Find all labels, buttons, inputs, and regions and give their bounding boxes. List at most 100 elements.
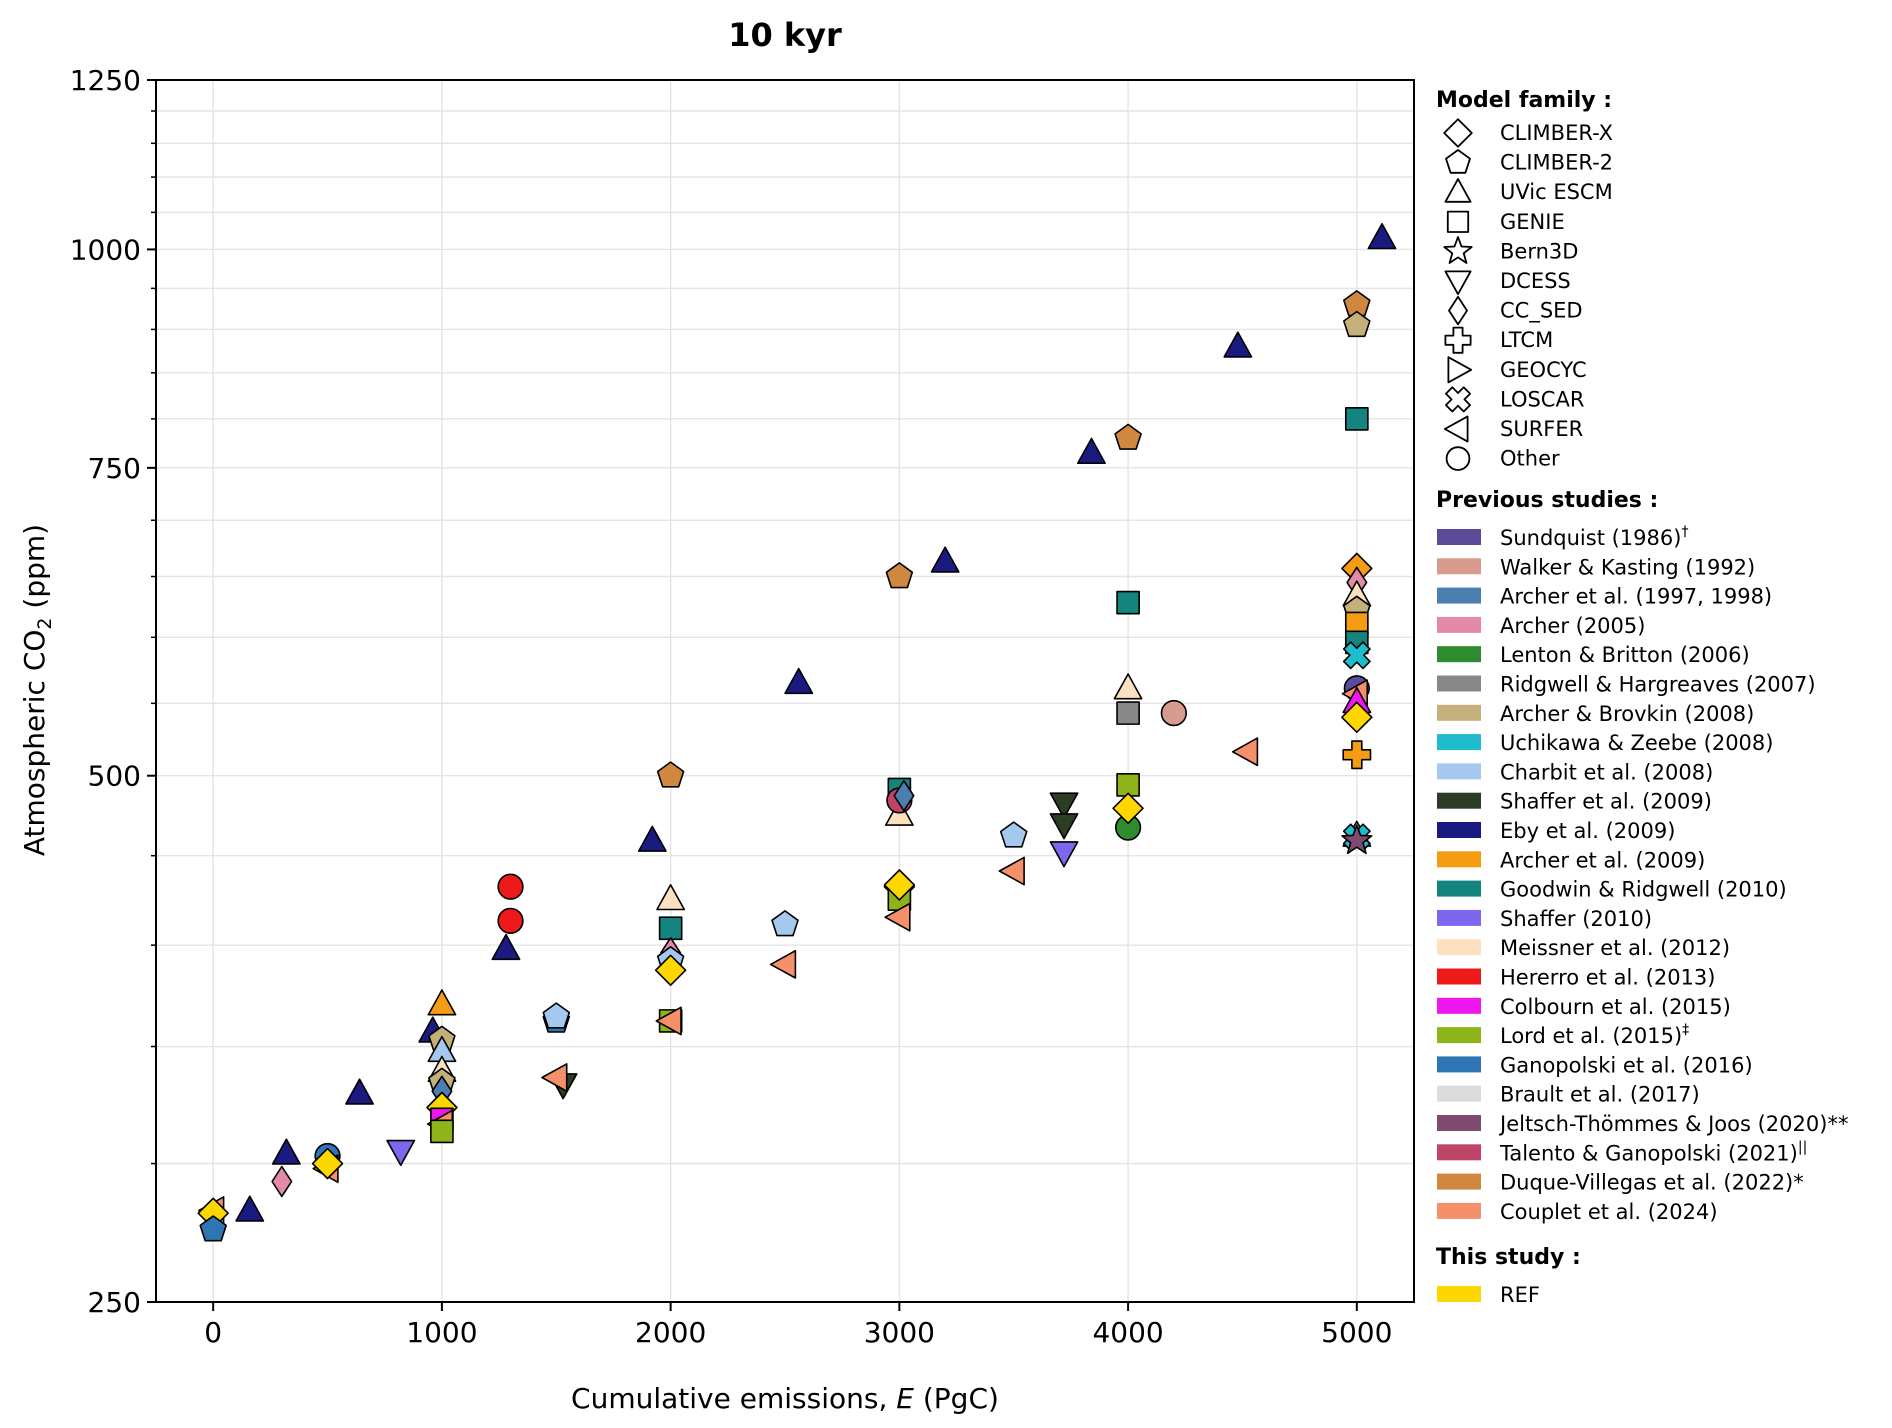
point-duque-pentagon bbox=[656, 761, 685, 788]
legend-swatch-archerbrovkin bbox=[1437, 704, 1481, 721]
point-charbit-pentagon bbox=[999, 821, 1028, 848]
point-goodwin-square bbox=[658, 916, 683, 941]
point-shaffer10-triangle-down bbox=[386, 1139, 416, 1167]
y-tick-label: 750 bbox=[88, 452, 141, 485]
legend-swatch-uchikawa bbox=[1437, 734, 1481, 751]
legend-swatch-archer97 bbox=[1437, 587, 1481, 604]
point-charbit-pentagon bbox=[542, 1002, 571, 1029]
legend-family-label: UVic ESCM bbox=[1500, 180, 1613, 204]
legend-study-label: Colbourn et al. (2015) bbox=[1500, 995, 1731, 1019]
legend-study-footnote: † bbox=[1681, 524, 1688, 540]
legend-swatch-talento bbox=[1437, 1144, 1481, 1161]
legend-swatch-ridgwell bbox=[1437, 675, 1481, 692]
point-ridgwell-square bbox=[1116, 701, 1140, 725]
point-jeltsch-star bbox=[1341, 824, 1373, 855]
x-axis-label-var: E bbox=[896, 1382, 914, 1415]
legend-study-label: Eby et al. (2009) bbox=[1500, 819, 1675, 843]
point-duque-pentagon bbox=[885, 562, 914, 589]
legend-swatch-walker bbox=[1437, 558, 1481, 575]
x-tick-label: 4000 bbox=[1092, 1316, 1163, 1349]
legend-study-label: Lenton & Britton (2006) bbox=[1500, 643, 1750, 667]
legend-family-label: CLIMBER-2 bbox=[1500, 151, 1613, 175]
legend-study-label: Duque-Villegas et al. (2022)* bbox=[1500, 1171, 1804, 1195]
point-goodwin-square bbox=[1344, 407, 1369, 431]
point-eby-triangle-up bbox=[784, 667, 814, 695]
legend-swatch-ganopolski bbox=[1437, 1056, 1481, 1073]
legend-study-label: Brault et al. (2017) bbox=[1500, 1083, 1700, 1107]
legend-swatch-eby bbox=[1437, 822, 1481, 838]
legend-family-label: LTCM bbox=[1500, 328, 1553, 352]
legend-swatch-brault bbox=[1437, 1085, 1481, 1102]
legend-study-label: Jeltsch-Thömmes & Joos (2020)** bbox=[1498, 1112, 1848, 1136]
legend-triangle-left-icon bbox=[1443, 415, 1469, 443]
point-couplet-triangle-left bbox=[884, 902, 911, 932]
point-duque-pentagon bbox=[1114, 423, 1142, 450]
legend-swatch-shaffer09 bbox=[1437, 792, 1481, 809]
y-tick-label: 500 bbox=[88, 760, 141, 793]
legend-this-label: REF bbox=[1500, 1283, 1540, 1307]
legend-study-label: Ridgwell & Hargreaves (2007) bbox=[1500, 673, 1816, 697]
x-axis-label-pre: Cumulative emissions, bbox=[571, 1382, 896, 1415]
legend-model-families: CLIMBER-X CLIMBER-2 UVic ESCM GENIE Bern3D DC… bbox=[1443, 118, 1613, 471]
legend-circle-icon bbox=[1445, 446, 1471, 471]
point-eby-triangle-up bbox=[1367, 223, 1397, 250]
x-tick-label: 1000 bbox=[406, 1316, 477, 1349]
point-archerbrovkin-pentagon bbox=[1343, 310, 1371, 338]
legend-previous-studies: Sundquist (1986)† Walker & Kasting (1992)… bbox=[1437, 524, 1848, 1224]
legend-study-label: Sundquist (1986)† bbox=[1500, 524, 1688, 550]
legend-family-label: DCESS bbox=[1500, 269, 1571, 293]
legend-triangle-right-icon bbox=[1447, 356, 1473, 384]
legend-pentagon-icon bbox=[1445, 149, 1471, 174]
legend-family-label: Other bbox=[1500, 447, 1560, 471]
point-shaffer09-triangle-down bbox=[1049, 813, 1079, 840]
point-archer05-thin-diamond bbox=[271, 1165, 293, 1198]
legend-swatch-lord bbox=[1437, 1027, 1481, 1044]
legend-swatch-couplet bbox=[1437, 1202, 1481, 1219]
legend-triangle-up-icon bbox=[1444, 178, 1472, 203]
legend-study-footnote: ‡ bbox=[1682, 1022, 1689, 1038]
point-uchikawa-x bbox=[1342, 641, 1371, 670]
legend-study-label: Couplet et al. (2024) bbox=[1500, 1200, 1718, 1224]
legend-study-label: Meissner et al. (2012) bbox=[1500, 936, 1730, 960]
y-axis-label: Atmospheric CO2 (ppm) bbox=[18, 524, 56, 856]
point-lord-square bbox=[430, 1119, 454, 1144]
point-shaffer09-triangle-down bbox=[1049, 792, 1079, 819]
legend-study-label: Talento & Ganopolski (2021)|| bbox=[1499, 1139, 1807, 1165]
point-eby-triangle-up bbox=[1077, 437, 1106, 465]
point-couplet-triangle-left bbox=[998, 856, 1025, 886]
legend-swatch-archer05 bbox=[1437, 616, 1481, 633]
grid-lines bbox=[156, 79, 1414, 1303]
legend: Model family : CLIMBER-X CLIMBER-2 UVic ES… bbox=[1436, 88, 1848, 1307]
legend-study-label: Shaffer et al. (2009) bbox=[1500, 790, 1712, 814]
point-ref-diamond bbox=[311, 1147, 344, 1180]
point-walker-circle bbox=[1160, 699, 1187, 727]
plot-frame bbox=[155, 79, 1415, 1303]
data-points bbox=[197, 223, 1397, 1242]
legend-study-label: Archer et al. (1997, 1998) bbox=[1500, 585, 1772, 609]
legend-triangle-down-icon bbox=[1444, 270, 1472, 296]
point-ganopolski-pentagon bbox=[199, 1215, 227, 1242]
legend-swatch-ref bbox=[1437, 1286, 1481, 1302]
point-goodwin-square bbox=[1116, 590, 1140, 615]
legend-swatch-charbit bbox=[1437, 763, 1481, 780]
y-tick-label: 1250 bbox=[70, 64, 141, 97]
point-eby-triangle-up bbox=[345, 1078, 375, 1105]
point-hererro-circle bbox=[497, 873, 524, 900]
legend-family-label: CLIMBER-X bbox=[1500, 121, 1613, 145]
point-charbit-pentagon bbox=[771, 910, 799, 937]
legend-study-label: Hererro et al. (2013) bbox=[1500, 966, 1715, 990]
legend-study-label: Ganopolski et al. (2016) bbox=[1500, 1053, 1753, 1077]
y-axis-ticks: 250 500 750 1000 1250 bbox=[70, 64, 156, 1319]
point-couplet-triangle-left bbox=[655, 1006, 682, 1036]
point-eby-triangle-up bbox=[491, 933, 521, 961]
legend-thin-diamond-icon bbox=[1448, 295, 1468, 326]
legend-swatch-hererro bbox=[1437, 968, 1481, 985]
legend-swatch-lenton bbox=[1437, 646, 1481, 663]
legend-study-label: Shaffer (2010) bbox=[1500, 907, 1652, 931]
point-archer09-triangle-up bbox=[427, 989, 457, 1016]
x-axis-label: Cumulative emissions, E (PgC) bbox=[571, 1382, 999, 1415]
legend-study-label: Charbit et al. (2008) bbox=[1500, 760, 1713, 784]
point-ref-diamond bbox=[1341, 701, 1373, 734]
legend-study-label: Walker & Kasting (1992) bbox=[1500, 555, 1755, 579]
point-eby-triangle-up bbox=[1223, 331, 1253, 358]
